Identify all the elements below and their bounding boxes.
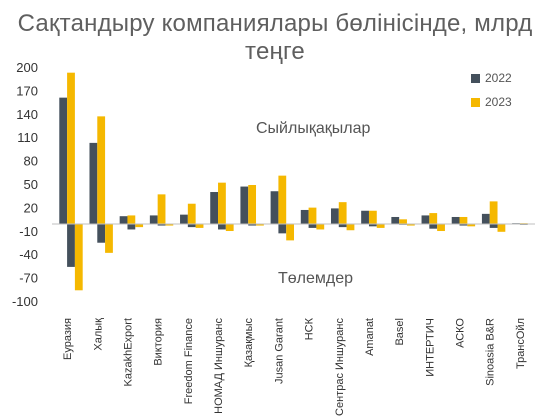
y-tick-label: -100 xyxy=(12,294,38,309)
bar-2022-payout xyxy=(308,224,317,228)
bar-2023-payout xyxy=(316,224,325,230)
bar-2023-premium xyxy=(308,207,317,224)
bar-2023-payout xyxy=(437,224,445,232)
y-tick-label: 50 xyxy=(24,177,38,192)
category-label: НСК xyxy=(304,317,316,340)
bar-2022-premium xyxy=(300,209,309,224)
bar-2023-payout xyxy=(225,224,234,232)
bar-2023-payout xyxy=(346,224,355,231)
legend-swatch-2023 xyxy=(471,98,480,107)
bar-2022-premium xyxy=(59,97,68,224)
bar-2022-premium xyxy=(451,216,460,224)
bar-2023-premium xyxy=(187,203,196,224)
category-label: KazakhExport xyxy=(122,318,134,386)
bar-2023-premium xyxy=(368,210,377,224)
bar-2022-payout xyxy=(459,224,468,226)
bar-2023-premium xyxy=(338,202,347,224)
bar-2022-premium xyxy=(240,186,249,224)
bar-2022-payout xyxy=(248,224,257,226)
legend-label-2023: 2023 xyxy=(485,95,512,109)
category-label: Халық xyxy=(92,318,104,351)
y-tick-label: 140 xyxy=(16,107,38,122)
category-label: Еуразия xyxy=(62,318,74,360)
bar-2023-premium xyxy=(278,175,287,224)
category-label: Amanat xyxy=(364,318,376,356)
bar-2022-payout xyxy=(338,224,347,228)
y-tick-label: -10 xyxy=(19,224,38,239)
bar-2022-payout xyxy=(157,224,166,226)
category-label: Виктория xyxy=(153,318,165,366)
bar-2023-payout xyxy=(165,224,174,226)
bar-2022-payout xyxy=(489,224,498,228)
category-label: Қазақмыс xyxy=(243,318,255,368)
bar-2023-premium xyxy=(489,201,498,224)
bar-2022-premium xyxy=(119,216,128,224)
category-label: ИНТЕРТИЧ xyxy=(424,318,436,377)
bar-2022-premium xyxy=(149,215,158,224)
y-tick-label: 110 xyxy=(17,130,38,145)
bar-2022-payout xyxy=(429,224,438,229)
bar-2022-premium xyxy=(180,214,188,224)
category-label: АСКО xyxy=(455,318,467,348)
bar-2023-payout xyxy=(74,224,83,291)
bar-2022-premium xyxy=(391,216,400,224)
bar-2023-premium xyxy=(97,116,106,224)
category-label: ТрансОйл xyxy=(515,318,527,369)
bar-2023-payout xyxy=(195,224,204,228)
category-label: Freedom Finance xyxy=(183,318,195,404)
bar-2023-payout xyxy=(376,224,385,228)
y-tick-label: -70 xyxy=(19,271,38,286)
bar-2023-payout xyxy=(497,224,506,232)
bar-2022-payout xyxy=(97,224,106,243)
bar-2023-premium xyxy=(157,194,166,224)
bar-2022-payout xyxy=(218,224,226,230)
legend-swatch-2022 xyxy=(471,74,480,83)
bar-2022-payout xyxy=(187,224,196,228)
category-label: НОМАД Иншуранс xyxy=(213,318,225,414)
bar-2022-premium xyxy=(330,208,339,224)
y-tick-label: 80 xyxy=(24,154,38,169)
y-tick-label: -40 xyxy=(19,247,38,262)
bar-2022-payout xyxy=(127,224,136,230)
category-label: Сентрас Иншуранс xyxy=(334,318,346,416)
bar-2023-premium xyxy=(67,72,75,225)
bar-2023-premium xyxy=(459,216,468,224)
category-label: Jusan Garant xyxy=(273,318,285,384)
bar-2023-payout xyxy=(286,224,295,241)
y-tick-label: 170 xyxy=(16,83,38,98)
bar-2023-premium xyxy=(218,182,226,224)
bar-2023-payout xyxy=(467,224,476,227)
bar-2023-premium xyxy=(399,219,407,224)
y-tick-label: 200 xyxy=(16,60,38,75)
bar-2022-premium xyxy=(481,213,490,224)
bar-2022-premium xyxy=(210,192,219,224)
legend-label-2022: 2022 xyxy=(485,71,512,85)
category-label: Basel xyxy=(394,318,406,346)
annotation-premiums: Сыйлықақылар xyxy=(256,120,370,137)
bar-2022-payout xyxy=(278,224,287,234)
y-tick-label: 20 xyxy=(24,200,38,215)
bar-2022-premium xyxy=(421,215,430,224)
bar-2023-premium xyxy=(429,213,438,224)
bar-2023-payout xyxy=(256,224,264,226)
bar-2023-premium xyxy=(127,215,136,224)
bar-2023-payout xyxy=(105,224,113,253)
category-label: Sinoasia B&R xyxy=(485,318,497,386)
chart-title: Сақтандыру компаниялары бөлінісінде, млр… xyxy=(17,10,533,65)
bar-2023-payout xyxy=(135,224,144,228)
bar-2022-payout xyxy=(368,224,377,227)
bar-2022-premium xyxy=(89,142,98,224)
bar-2022-premium xyxy=(270,191,279,224)
bar-2023-premium xyxy=(248,185,257,224)
bar-2022-premium xyxy=(361,210,369,224)
bar-2022-payout xyxy=(67,224,75,267)
bar-2023-payout xyxy=(406,224,415,226)
annotation-payouts: Төлемдер xyxy=(278,270,353,287)
